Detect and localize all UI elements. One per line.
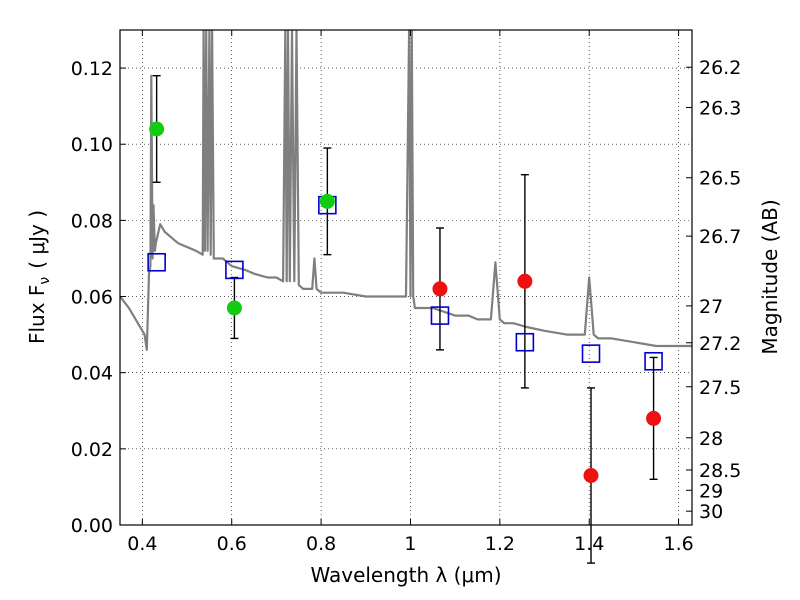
model-square-marker (430, 306, 450, 325)
mag-tick-label: 29 (699, 480, 723, 502)
x-tick-label: 0.6 (217, 533, 247, 555)
y-tick-label: 0.08 (71, 210, 113, 232)
model-square-marker (581, 344, 601, 363)
observed-point (432, 281, 448, 297)
spectrum-line (120, 30, 692, 351)
y-tick-label: 0.06 (71, 287, 113, 309)
observed-point (149, 121, 165, 137)
observed-point (646, 410, 662, 426)
y-axis-label: Flux Fν ( μJy ) (25, 210, 53, 344)
observed-point (583, 468, 599, 483)
plot-frame (119, 29, 693, 526)
x-tick-label: 0.4 (127, 533, 157, 555)
x-axis-label: Wavelength λ (μm) (310, 563, 501, 587)
axis-ticks: 0.4 0.6 0.8 1 1.2 1.4 1.6 0.00 0.02 0.04 0.06 0.08 0… (71, 30, 741, 555)
observed-point (319, 193, 335, 209)
spectrum-line-group (120, 30, 692, 351)
data-points (147, 121, 663, 483)
mag-tick-label: 26.2 (699, 57, 741, 79)
mag-tick-label: 27 (699, 296, 723, 318)
x-tick-label: 1.6 (663, 533, 693, 555)
error-bars (152, 74, 658, 564)
x-tick-label: 0.8 (306, 533, 336, 555)
y-axis-label-main: Flux F (25, 285, 49, 344)
svg-text:Flux Fν( μJy ): Flux Fν ( μJy ) (25, 210, 53, 344)
observed-point (226, 300, 242, 316)
y-tick-label: 0.10 (71, 134, 113, 156)
mag-tick-label: 26.3 (699, 97, 741, 119)
y-axis-label-sub: ν (37, 277, 53, 285)
mag-tick-label: 28.5 (699, 460, 741, 482)
x-tick-label: 1 (404, 533, 416, 555)
right-axis-label: Magnitude (AB) (758, 199, 782, 354)
x-tick-label: 1.4 (574, 533, 604, 555)
mag-tick-label: 27.2 (699, 333, 741, 355)
y-axis-label-unit: ( μJy ) (25, 210, 49, 269)
y-tick-label: 0.00 (71, 515, 113, 537)
mag-tick-label: 30 (699, 501, 723, 523)
model-square-marker (147, 252, 166, 272)
model-square-marker (515, 332, 535, 352)
mag-tick-label: 28 (699, 428, 723, 450)
y-tick-label: 0.02 (71, 439, 113, 461)
model-square-marker (644, 351, 663, 371)
observed-point (517, 273, 533, 289)
mag-tick-label: 26.5 (699, 168, 741, 190)
mag-tick-label: 27.5 (699, 377, 741, 399)
model-square-marker (225, 260, 244, 280)
x-tick-label: 1.2 (485, 533, 515, 555)
y-tick-label: 0.12 (71, 58, 113, 80)
mag-tick-label: 26.7 (699, 226, 741, 248)
y-tick-label: 0.04 (71, 363, 113, 385)
